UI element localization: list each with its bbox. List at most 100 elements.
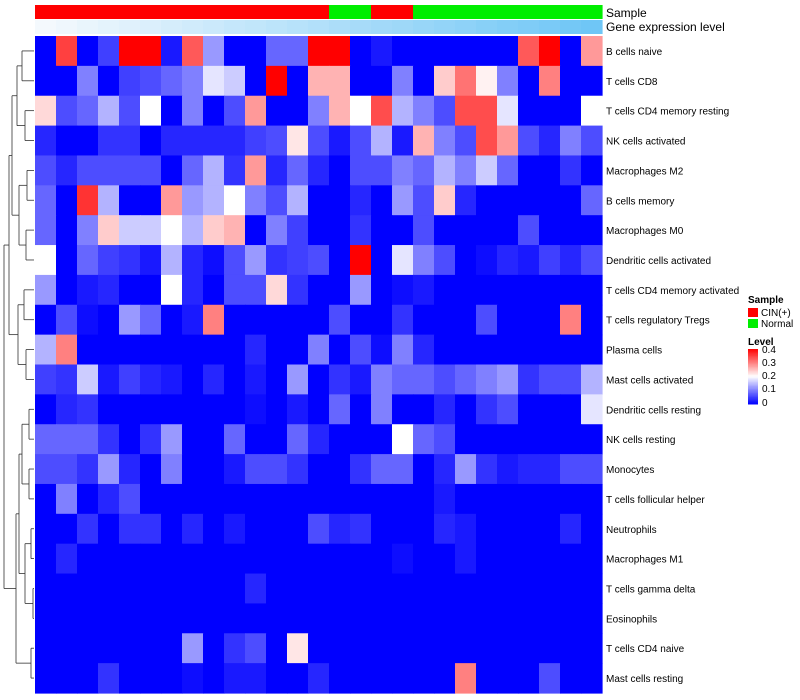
heatmap-cell xyxy=(56,304,78,336)
heatmap-cell xyxy=(476,483,498,515)
heatmap-cell xyxy=(497,185,519,216)
heatmap-cell xyxy=(140,334,162,366)
heatmap-cell xyxy=(539,95,561,127)
heatmap-cell xyxy=(455,543,477,575)
heatmap-cell xyxy=(539,603,561,634)
legend-tick-0.4: 0.4 xyxy=(762,345,776,356)
expression-annotation-cell xyxy=(350,20,372,34)
heatmap-cell xyxy=(539,334,561,366)
heatmap-cell xyxy=(140,65,162,97)
heatmap-cell xyxy=(434,663,456,694)
heatmap-cell xyxy=(308,603,330,634)
heatmap-cell xyxy=(182,454,204,485)
heatmap-cell xyxy=(161,334,183,366)
sample-annotation-cell xyxy=(434,5,456,19)
heatmap-cell xyxy=(518,603,540,634)
heatmap-cell xyxy=(35,125,57,157)
heatmap-cell xyxy=(77,185,99,216)
heatmap-cell xyxy=(539,513,561,545)
heatmap-cell xyxy=(413,394,435,425)
heatmap-cell xyxy=(413,513,435,545)
heatmap-cell xyxy=(371,424,393,455)
colorbar-step xyxy=(748,398,758,401)
heatmap-cell xyxy=(392,334,414,366)
expression-annotation-cell xyxy=(287,20,309,34)
heatmap-cell xyxy=(224,185,246,216)
sample-annotation-cell xyxy=(161,5,183,19)
heatmap-cell xyxy=(182,424,204,455)
sample-annotation-cell xyxy=(455,5,477,19)
heatmap-cell xyxy=(119,364,141,395)
heatmap-cell xyxy=(392,603,414,634)
heatmap-cell xyxy=(77,424,99,455)
row-label: Neutrophils xyxy=(606,525,657,536)
heatmap-cell xyxy=(560,394,582,425)
heatmap-cell xyxy=(476,364,498,395)
heatmap-cell xyxy=(329,215,351,246)
heatmap-cell xyxy=(161,304,183,336)
heatmap-cell xyxy=(413,334,435,366)
heatmap-cell xyxy=(455,513,477,545)
colorbar-step xyxy=(748,388,758,391)
heatmap-cell xyxy=(245,573,267,605)
heatmap-cell xyxy=(119,424,141,455)
expression-annotation-cell xyxy=(497,20,519,34)
colorbar-step xyxy=(748,384,758,387)
heatmap-cell xyxy=(203,36,225,67)
heatmap-cell xyxy=(539,543,561,575)
heatmap-cell xyxy=(56,633,78,664)
heatmap-cell xyxy=(77,245,99,276)
heatmap-cell xyxy=(371,663,393,694)
colorbar-step xyxy=(748,349,758,351)
heatmap-cell xyxy=(518,513,540,545)
heatmap-cell xyxy=(413,483,435,515)
heatmap-cell xyxy=(224,663,246,694)
heatmap-cell xyxy=(35,633,57,664)
heatmap-cell xyxy=(497,424,519,455)
heatmap-cell xyxy=(329,603,351,634)
expression-annotation-cell xyxy=(56,20,78,34)
colorbar-step xyxy=(748,373,758,376)
heatmap-cell xyxy=(98,185,120,216)
colorbar-step xyxy=(748,371,758,373)
heatmap-cell xyxy=(119,394,141,425)
heatmap-cell xyxy=(455,424,477,455)
heatmap-cell xyxy=(245,663,267,694)
heatmap-cell xyxy=(476,155,498,186)
heatmap-cell xyxy=(140,364,162,395)
row-label: T cells follicular helper xyxy=(606,495,705,506)
heatmap-cell xyxy=(497,125,519,157)
heatmap-cell xyxy=(560,633,582,664)
heatmap-cell xyxy=(392,155,414,186)
heatmap-cell xyxy=(161,424,183,455)
colorbar-step xyxy=(748,360,758,362)
heatmap-cell xyxy=(182,663,204,694)
heatmap-cell xyxy=(476,543,498,575)
heatmap-cell xyxy=(203,633,225,664)
heatmap-cell xyxy=(392,513,414,545)
heatmap-cell xyxy=(56,274,78,306)
heatmap-cell xyxy=(287,304,309,336)
heatmap-cell xyxy=(329,125,351,157)
heatmap-cell xyxy=(140,304,162,336)
heatmap-cell xyxy=(560,215,582,246)
heatmap-cell xyxy=(518,185,540,216)
heatmap-cell xyxy=(140,603,162,634)
heatmap-cell xyxy=(560,513,582,545)
heatmap-cell xyxy=(455,364,477,395)
heatmap-cell xyxy=(413,65,435,97)
colorbar-step xyxy=(748,399,758,402)
heatmap-cell xyxy=(581,663,603,694)
heatmap-cell xyxy=(287,215,309,246)
heatmap-cell xyxy=(98,155,120,186)
heatmap-cell xyxy=(392,274,414,306)
legend-tick-0: 0 xyxy=(762,398,768,409)
colorbar-step xyxy=(748,377,758,380)
heatmap-cell xyxy=(455,125,477,157)
heatmap-cell xyxy=(35,245,57,276)
heatmap-cell xyxy=(140,454,162,485)
colorbar-step xyxy=(748,351,758,354)
heatmap-cell xyxy=(245,424,267,455)
heatmap-cell xyxy=(98,95,120,127)
colorbar-step xyxy=(748,402,758,405)
